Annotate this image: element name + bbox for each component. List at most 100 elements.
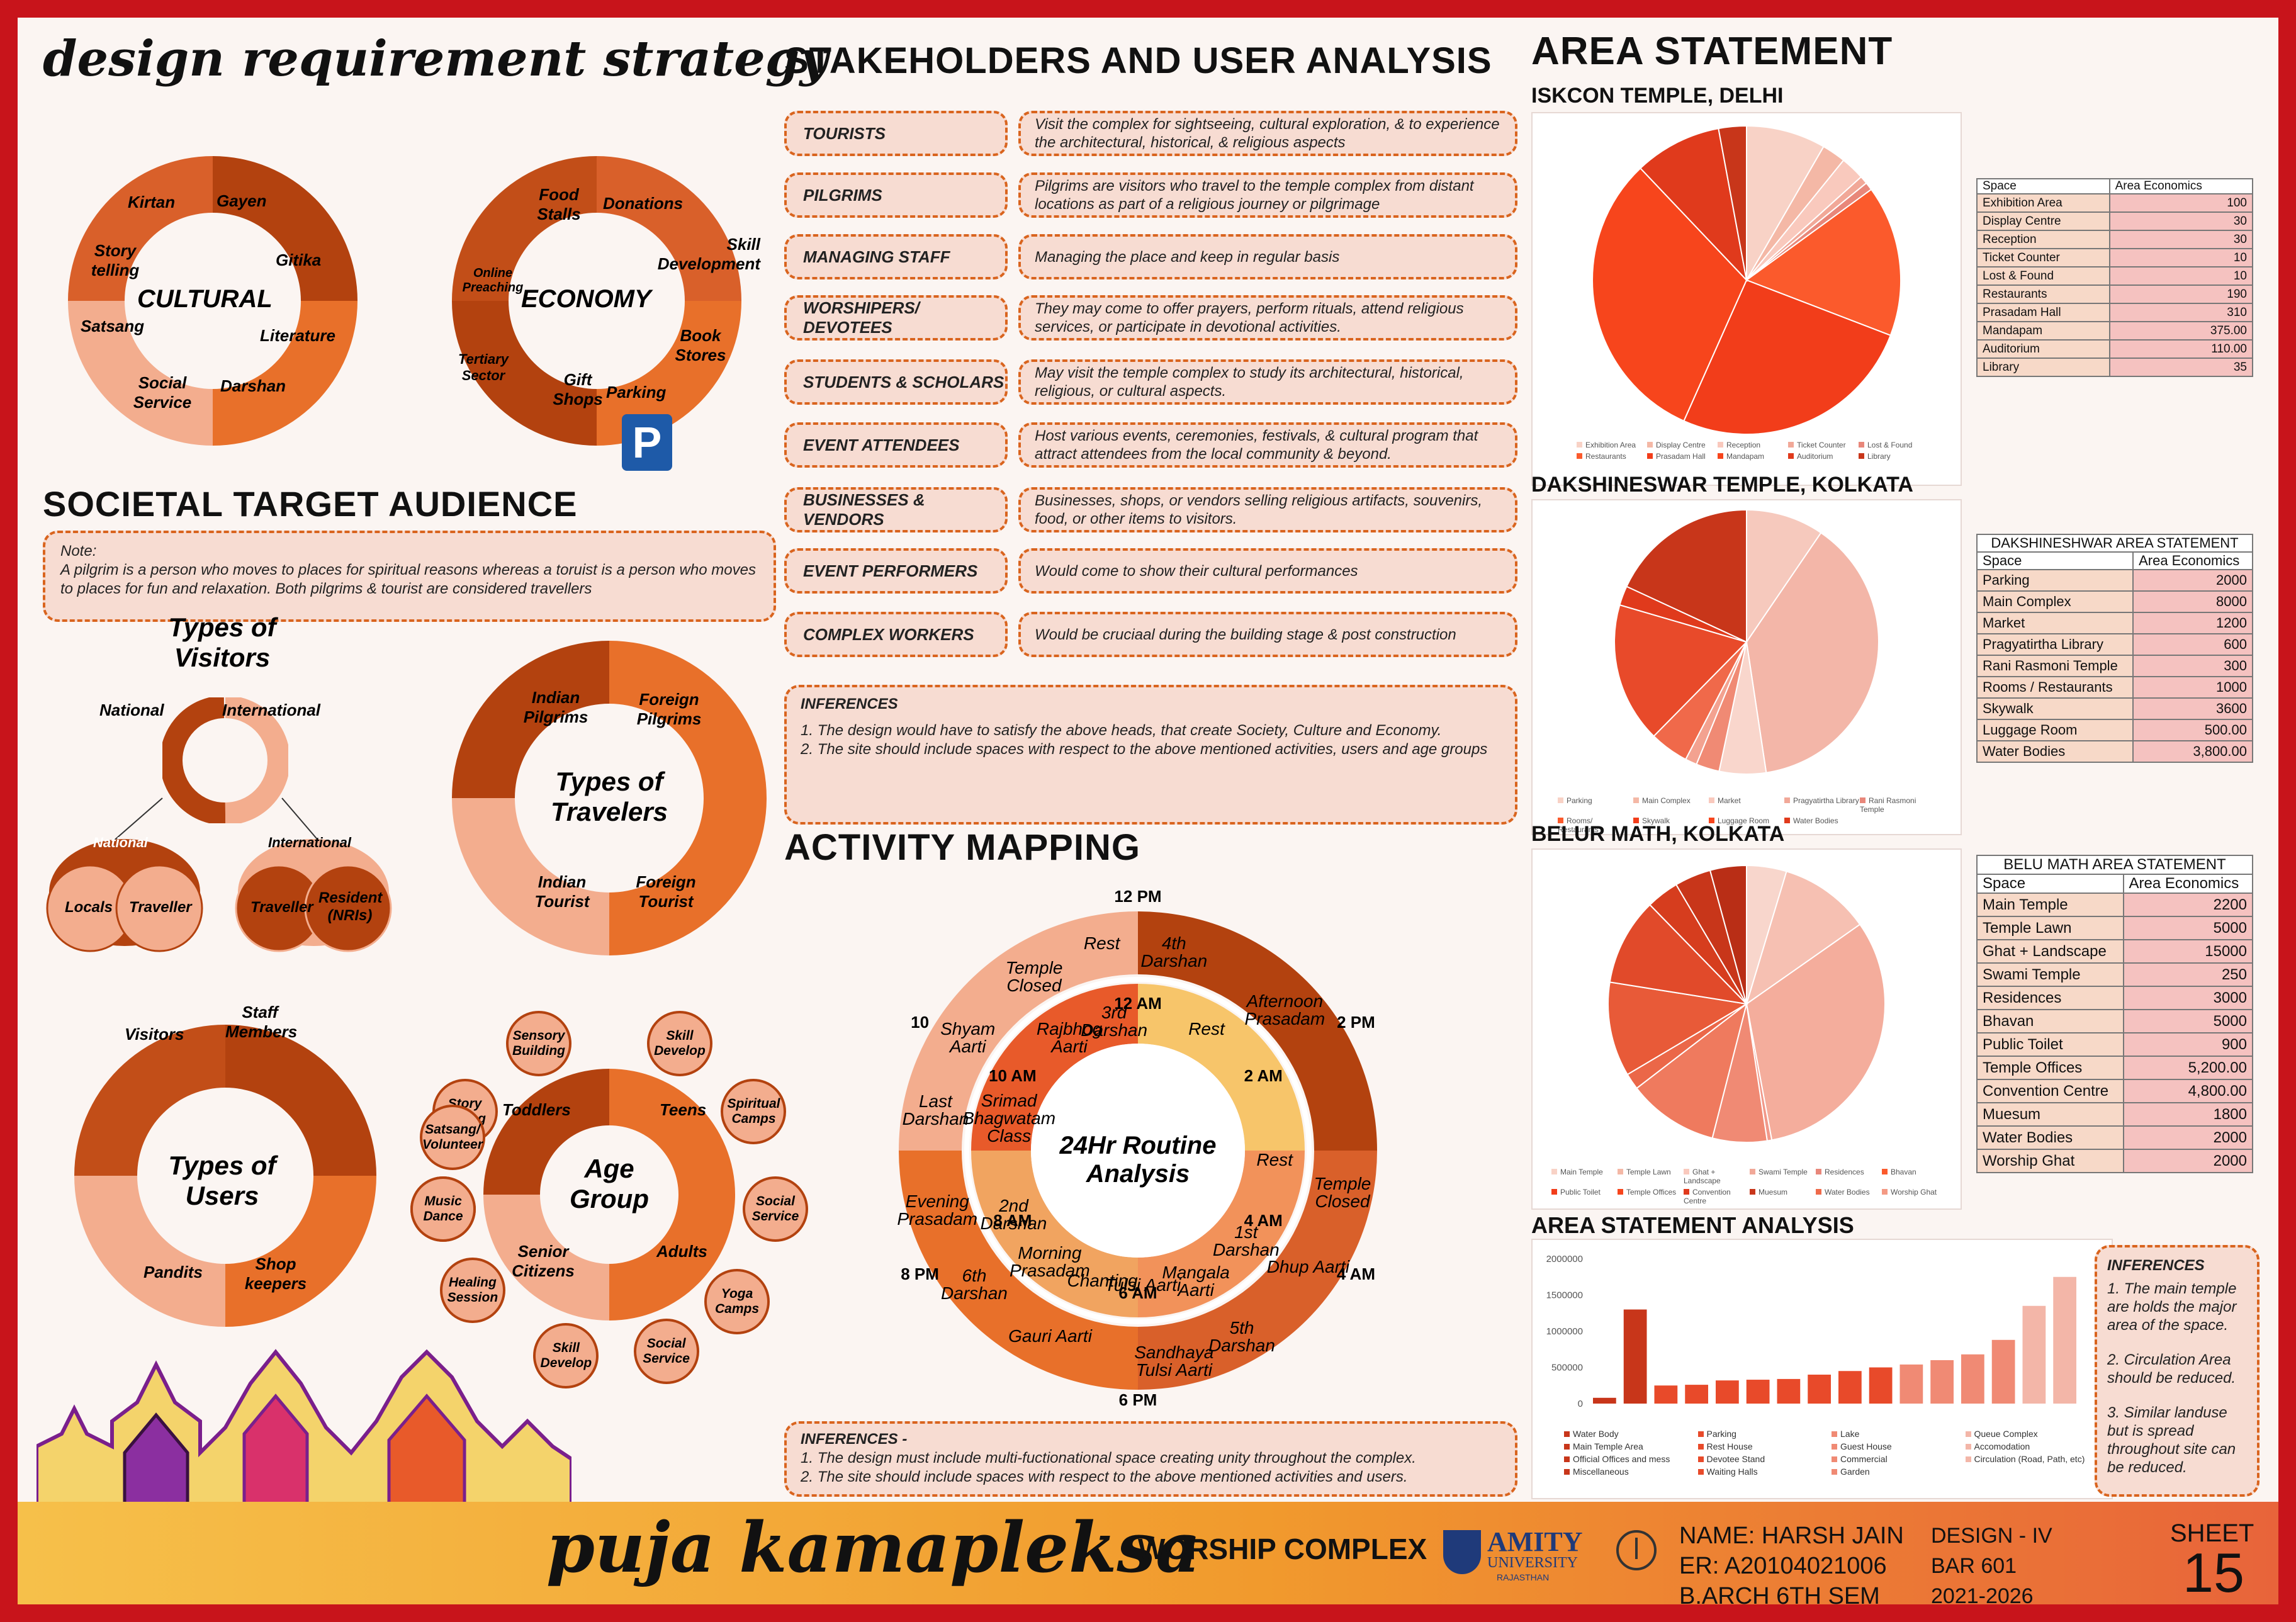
legend-swatch (1750, 1169, 1755, 1174)
legend-item: Library (1859, 452, 1929, 461)
legend-label: Exhibition Area (1585, 441, 1636, 449)
bar (2053, 1276, 2076, 1404)
bar (1838, 1371, 1862, 1404)
activity-heading: ACTIVITY MAPPING (784, 827, 1140, 868)
y-tick-label: 1500000 (1546, 1290, 1583, 1301)
routine-label: Rest (1083, 933, 1120, 953)
stakeholder-role: TOURISTS (784, 111, 1008, 156)
legend-label: Waiting Halls (1706, 1467, 1758, 1477)
pie-slice (1746, 125, 1825, 283)
routine-label: 1st Darshan (1212, 1222, 1280, 1260)
table-row: Public Toilet 900 (1976, 1032, 2254, 1057)
legend-item: Queue Complex (1965, 1429, 2100, 1439)
table-row: Swami Temple 250 (1976, 962, 2254, 987)
legend-label: Library (1867, 452, 1891, 461)
economy-label: Skill Development (657, 235, 760, 273)
table-cell: Public Toilet (1976, 1032, 2124, 1057)
routine-label: Afternoon Prasadam (1244, 991, 1325, 1028)
table-row: Water Bodies 3,800.00 (1976, 740, 2253, 763)
users-ring (74, 1025, 376, 1327)
table-cell: 35 (2108, 358, 2254, 377)
routine-label: Morning Prasadam (1010, 1242, 1090, 1280)
pie-slice (1718, 125, 1747, 281)
legend-swatch (1965, 1456, 1971, 1462)
legend-swatch (1860, 797, 1866, 803)
legend-label: Ticket Counter (1797, 441, 1846, 449)
legend-item: Display Centre (1647, 441, 1718, 449)
pie-slice (1746, 509, 1822, 645)
table-cell: Ghat + Landscape (1976, 939, 2124, 964)
legend-swatch (1788, 453, 1794, 459)
table-cell: Restaurants (1976, 284, 2110, 304)
legend-item: Garden (1832, 1467, 1966, 1477)
sheet-number: 15 (2183, 1541, 2244, 1604)
routine-label: Sandhaya Tulsi Aarti (1134, 1342, 1214, 1380)
routine-label: Shyam Aarti (940, 1018, 996, 1056)
inference-item: 1. The main temple are holds the major a… (2107, 1280, 2237, 1334)
dakshineswar-title: DAKSHINESWAR TEMPLE, KOLKATA (1531, 473, 1913, 497)
legend-item: Main Temple Area (1564, 1441, 1698, 1451)
age-activity-bubble: Healing Session (439, 1257, 505, 1323)
legend-swatch (1816, 1189, 1821, 1195)
table-row: Library 35 (1976, 358, 2254, 377)
table-cell: Temple Offices (1976, 1056, 2124, 1080)
table-cell: Luggage Room (1976, 719, 2134, 741)
pie-slice (1683, 279, 1892, 435)
bar (1654, 1385, 1678, 1404)
age-activity-bubble: Satsang/ Volunteer (419, 1105, 485, 1171)
legend-label: Skywalk (1642, 816, 1670, 825)
inference-item: 3. Similar landuse but is spread through… (2107, 1404, 2236, 1476)
legend-label: Prasadam Hall (1656, 452, 1706, 461)
stakeholder-role: EVENT PERFORMERS (784, 548, 1008, 594)
routine-label: 4th Darshan (1140, 933, 1208, 971)
economy-label: Gift Shops (553, 370, 603, 408)
legend-label: Miscellaneous (1573, 1467, 1629, 1477)
legend-item: Ghat + Landscape (1684, 1168, 1750, 1185)
legend-swatch (1697, 1431, 1704, 1437)
societal-note: Note: A pilgrim is a person who moves to… (43, 531, 776, 622)
legend-swatch (1965, 1431, 1971, 1437)
cultural-center: CULTURAL (137, 285, 273, 313)
table-header: Space (1976, 551, 2134, 570)
users-label: Pandits (144, 1263, 203, 1281)
table-cell: Market (1976, 612, 2134, 634)
table-cell: 5000 (2122, 916, 2254, 940)
legend-item: Auditorium (1788, 452, 1859, 461)
belur-table: BELU MATH AREA STATEMENT Space Area Econom… (1976, 855, 2254, 1173)
table-row: Main Complex 8000 (1976, 590, 2253, 613)
legend-label: Display Centre (1656, 441, 1706, 449)
legend-item: Devotee Stand (1697, 1454, 1832, 1464)
legend-item: Mandapam (1718, 452, 1788, 461)
age-quadrant: Toddlers (502, 1100, 571, 1119)
routine-label: 12 PM (1114, 887, 1162, 906)
table-cell: 2000 (2132, 569, 2253, 592)
legend-swatch (1697, 1456, 1704, 1462)
legend-swatch (1882, 1169, 1888, 1174)
legend-label: Lost & Found (1867, 441, 1913, 449)
table-cell: Main Temple (1976, 893, 2124, 917)
table-cell: Water Bodies (1976, 1125, 2124, 1150)
cultural-label: Literature (260, 326, 335, 345)
pie-slice (1614, 604, 1748, 738)
routine-label: 12 AM (1114, 994, 1162, 1013)
users-label: Staff Members (225, 1003, 298, 1041)
legend-item: Reception (1718, 441, 1788, 449)
legend-item: Water Bodies (1784, 816, 1860, 834)
table-row: Display Centre 30 (1976, 211, 2254, 231)
inferences-title: INFERENCES (801, 696, 898, 712)
table-cell: Main Complex (1976, 590, 2134, 613)
visitors-breakdown (46, 797, 392, 952)
table-cell: 3600 (2132, 697, 2253, 720)
legend-swatch (1697, 1444, 1704, 1450)
legend-swatch (1618, 1189, 1623, 1195)
legend-swatch (1816, 1169, 1821, 1174)
legend-label: Residences (1825, 1168, 1864, 1176)
routine-label: 2nd Darshan (980, 1196, 1047, 1234)
pie-slice (1745, 870, 1861, 1006)
stakeholder-role: STUDENTS & SCHOLARS (784, 359, 1008, 405)
project-type: WORSHIP COMPLEX (1138, 1533, 1427, 1565)
legend-swatch (1697, 1469, 1704, 1475)
routine-label: Evening Prasadam (897, 1191, 978, 1229)
bar (1777, 1378, 1801, 1404)
stakeholder-description: Host various events, ceremonies, festiva… (1018, 422, 1517, 468)
